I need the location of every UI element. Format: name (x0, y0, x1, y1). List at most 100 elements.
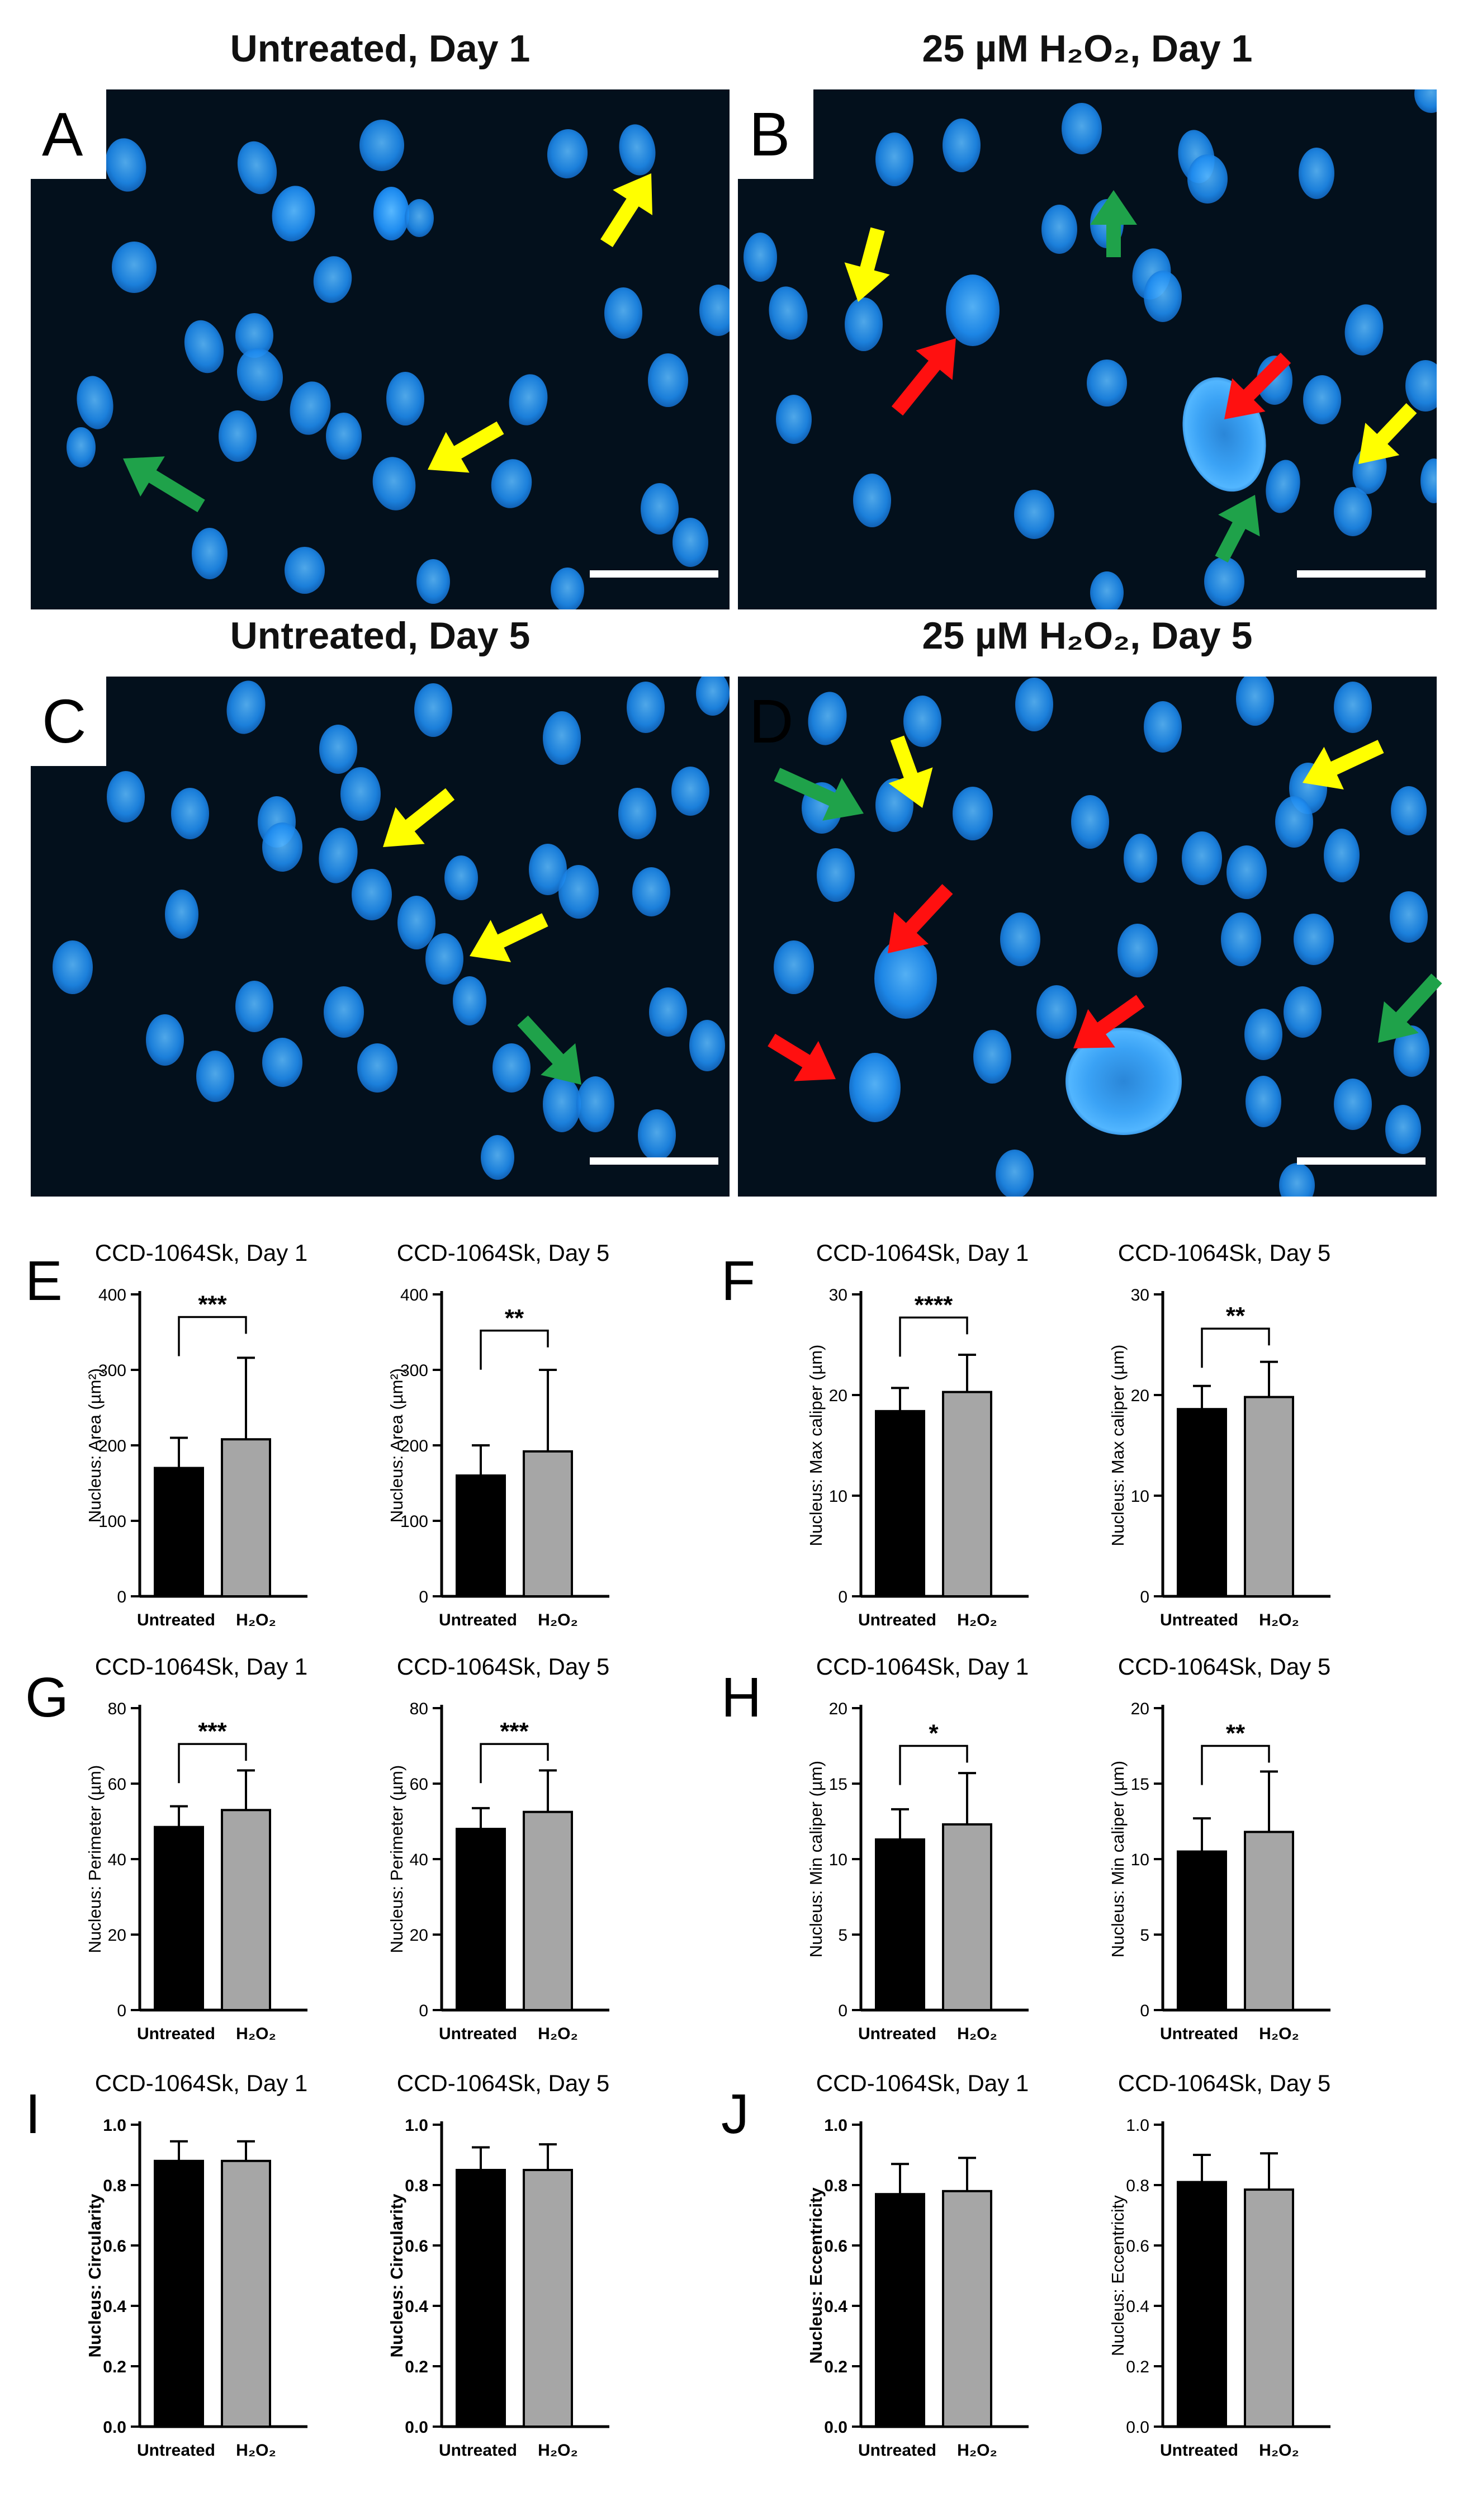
x-tick-label: Untreated (858, 2441, 936, 2460)
nucleus (1284, 986, 1322, 1038)
nucleus (953, 787, 993, 840)
x-tick-label: Untreated (439, 1611, 517, 1629)
nucleus (196, 1051, 234, 1102)
y-tick-label: 0.8 (405, 2177, 428, 2195)
y-axis-label: Nucleus: Max caliper (µm) (806, 1345, 826, 1547)
red-arrow-icon (768, 1033, 836, 1081)
nucleus (1279, 1163, 1315, 1197)
nucleus (272, 186, 315, 242)
x-tick-label: H₂O₂ (1259, 2441, 1299, 2460)
bar (523, 2169, 573, 2428)
nucleus (1244, 1009, 1282, 1060)
nucleus (1144, 701, 1182, 753)
nucleus (1420, 458, 1437, 503)
panel-label-box (28, 674, 106, 766)
y-tick-label: 0 (419, 1588, 428, 1606)
nucleus (1334, 682, 1372, 733)
x-tick-label: Untreated (439, 2441, 517, 2460)
bar-chart-11: CCD-1064Sk, Day 5 0.0 0.2 0.4 0.6 0.8 1.0 Nucle… (1108, 2070, 1330, 2460)
significance-label: **** (915, 1291, 953, 1318)
x-tick-label: H₂O₂ (957, 2025, 997, 2043)
y-tick-label: 1.0 (405, 2116, 428, 2135)
nucleus (397, 896, 435, 949)
red-arrow-icon (1073, 995, 1145, 1048)
nucleus (359, 120, 404, 171)
nucleus (1066, 1028, 1182, 1135)
x-tick-label: H₂O₂ (538, 2441, 578, 2460)
y-tick-label: 0.0 (405, 2418, 428, 2437)
y-axis-label: Nucleus: Min caliper (µm) (1108, 1761, 1128, 1958)
nucleus (425, 933, 463, 985)
nucleus (943, 119, 981, 172)
y-tick-label: 30 (1131, 1286, 1149, 1304)
significance-label: *** (198, 1291, 227, 1318)
y-tick-label: 0.2 (405, 2358, 428, 2376)
nucleus (1324, 829, 1360, 882)
x-tick-label: H₂O₂ (538, 1611, 578, 1629)
y-tick-label: 5 (1140, 1926, 1149, 1945)
bar (1177, 1408, 1227, 1597)
nucleus (558, 865, 599, 919)
chart-title: CCD-1064Sk, Day 5 (397, 2070, 609, 2096)
y-tick-label: 200 (400, 1437, 428, 1455)
x-tick-label: Untreated (137, 1611, 215, 1629)
chart-title: CCD-1064Sk, Day 1 (95, 1653, 307, 1680)
significance-bracket (899, 1744, 968, 1785)
nucleus (874, 938, 937, 1019)
x-tick-label: Untreated (858, 1611, 936, 1629)
nucleus (1041, 205, 1077, 254)
y-axis-label: Nucleus: Eccentricity (806, 2187, 826, 2364)
nucleus (1266, 460, 1300, 513)
y-tick-label: 20 (1131, 1387, 1149, 1405)
green-arrow-icon (1090, 190, 1137, 257)
bar-chart-10: J CCD-1064Sk, Day 1 0.0 0.2 0.4 0.6 0.8 1.0 Nucl… (721, 2070, 1029, 2460)
nucleus (1204, 557, 1244, 606)
nucleus (386, 372, 424, 425)
nucleus (1275, 796, 1313, 848)
y-tick-label: 300 (400, 1361, 428, 1380)
nucleus (165, 890, 198, 939)
nucleus (491, 459, 532, 508)
y-tick-label: 30 (829, 1286, 847, 1304)
bar (221, 1809, 271, 2011)
micrograph-A: Untreated, Day 1 A (28, 27, 730, 609)
y-tick-label: 200 (98, 1437, 126, 1455)
red-arrow-icon (1224, 352, 1291, 419)
y-tick-label: 1.0 (1126, 2116, 1149, 2135)
panel-label: A (42, 100, 83, 169)
bar (154, 1467, 204, 1597)
nucleus (619, 124, 656, 176)
yellow-arrow-icon (844, 227, 890, 302)
x-tick-label: Untreated (137, 2441, 215, 2460)
nucleus (262, 1038, 302, 1087)
bar (456, 1828, 506, 2011)
nucleus (184, 320, 224, 373)
bar (221, 1438, 271, 1597)
significance-bracket (480, 1743, 549, 1784)
nucleus (1124, 834, 1157, 883)
nucleus (1334, 1079, 1372, 1130)
y-tick-label: 0.8 (824, 2177, 847, 2195)
y-tick-label: 0.4 (1126, 2297, 1149, 2316)
y-axis-label: Nucleus: Circularity (85, 2193, 105, 2358)
y-tick-label: 40 (410, 1851, 428, 1869)
y-tick-label: 5 (838, 1926, 847, 1945)
significance-bracket (178, 1743, 247, 1784)
x-tick-label: H₂O₂ (236, 2025, 276, 2043)
y-tick-label: 0 (117, 2002, 126, 2020)
bar-chart-5: CCD-1064Sk, Day 5 0 20 40 60 80 Nucleus: Perim… (387, 1653, 609, 2043)
nuclei-group (53, 677, 730, 1180)
nucleus (1414, 89, 1437, 113)
nucleus (235, 313, 273, 358)
nucleus (1015, 678, 1053, 731)
nucleus (769, 286, 808, 340)
nucleus (481, 1135, 514, 1180)
nucleus (1294, 914, 1334, 965)
nucleus (543, 711, 581, 765)
chart-title: CCD-1064Sk, Day 5 (397, 1240, 609, 1266)
y-tick-label: 10 (829, 1851, 847, 1869)
bar (1177, 2181, 1227, 2428)
nucleus (1227, 845, 1267, 899)
nucleus (903, 696, 941, 747)
y-tick-label: 100 (98, 1512, 126, 1531)
